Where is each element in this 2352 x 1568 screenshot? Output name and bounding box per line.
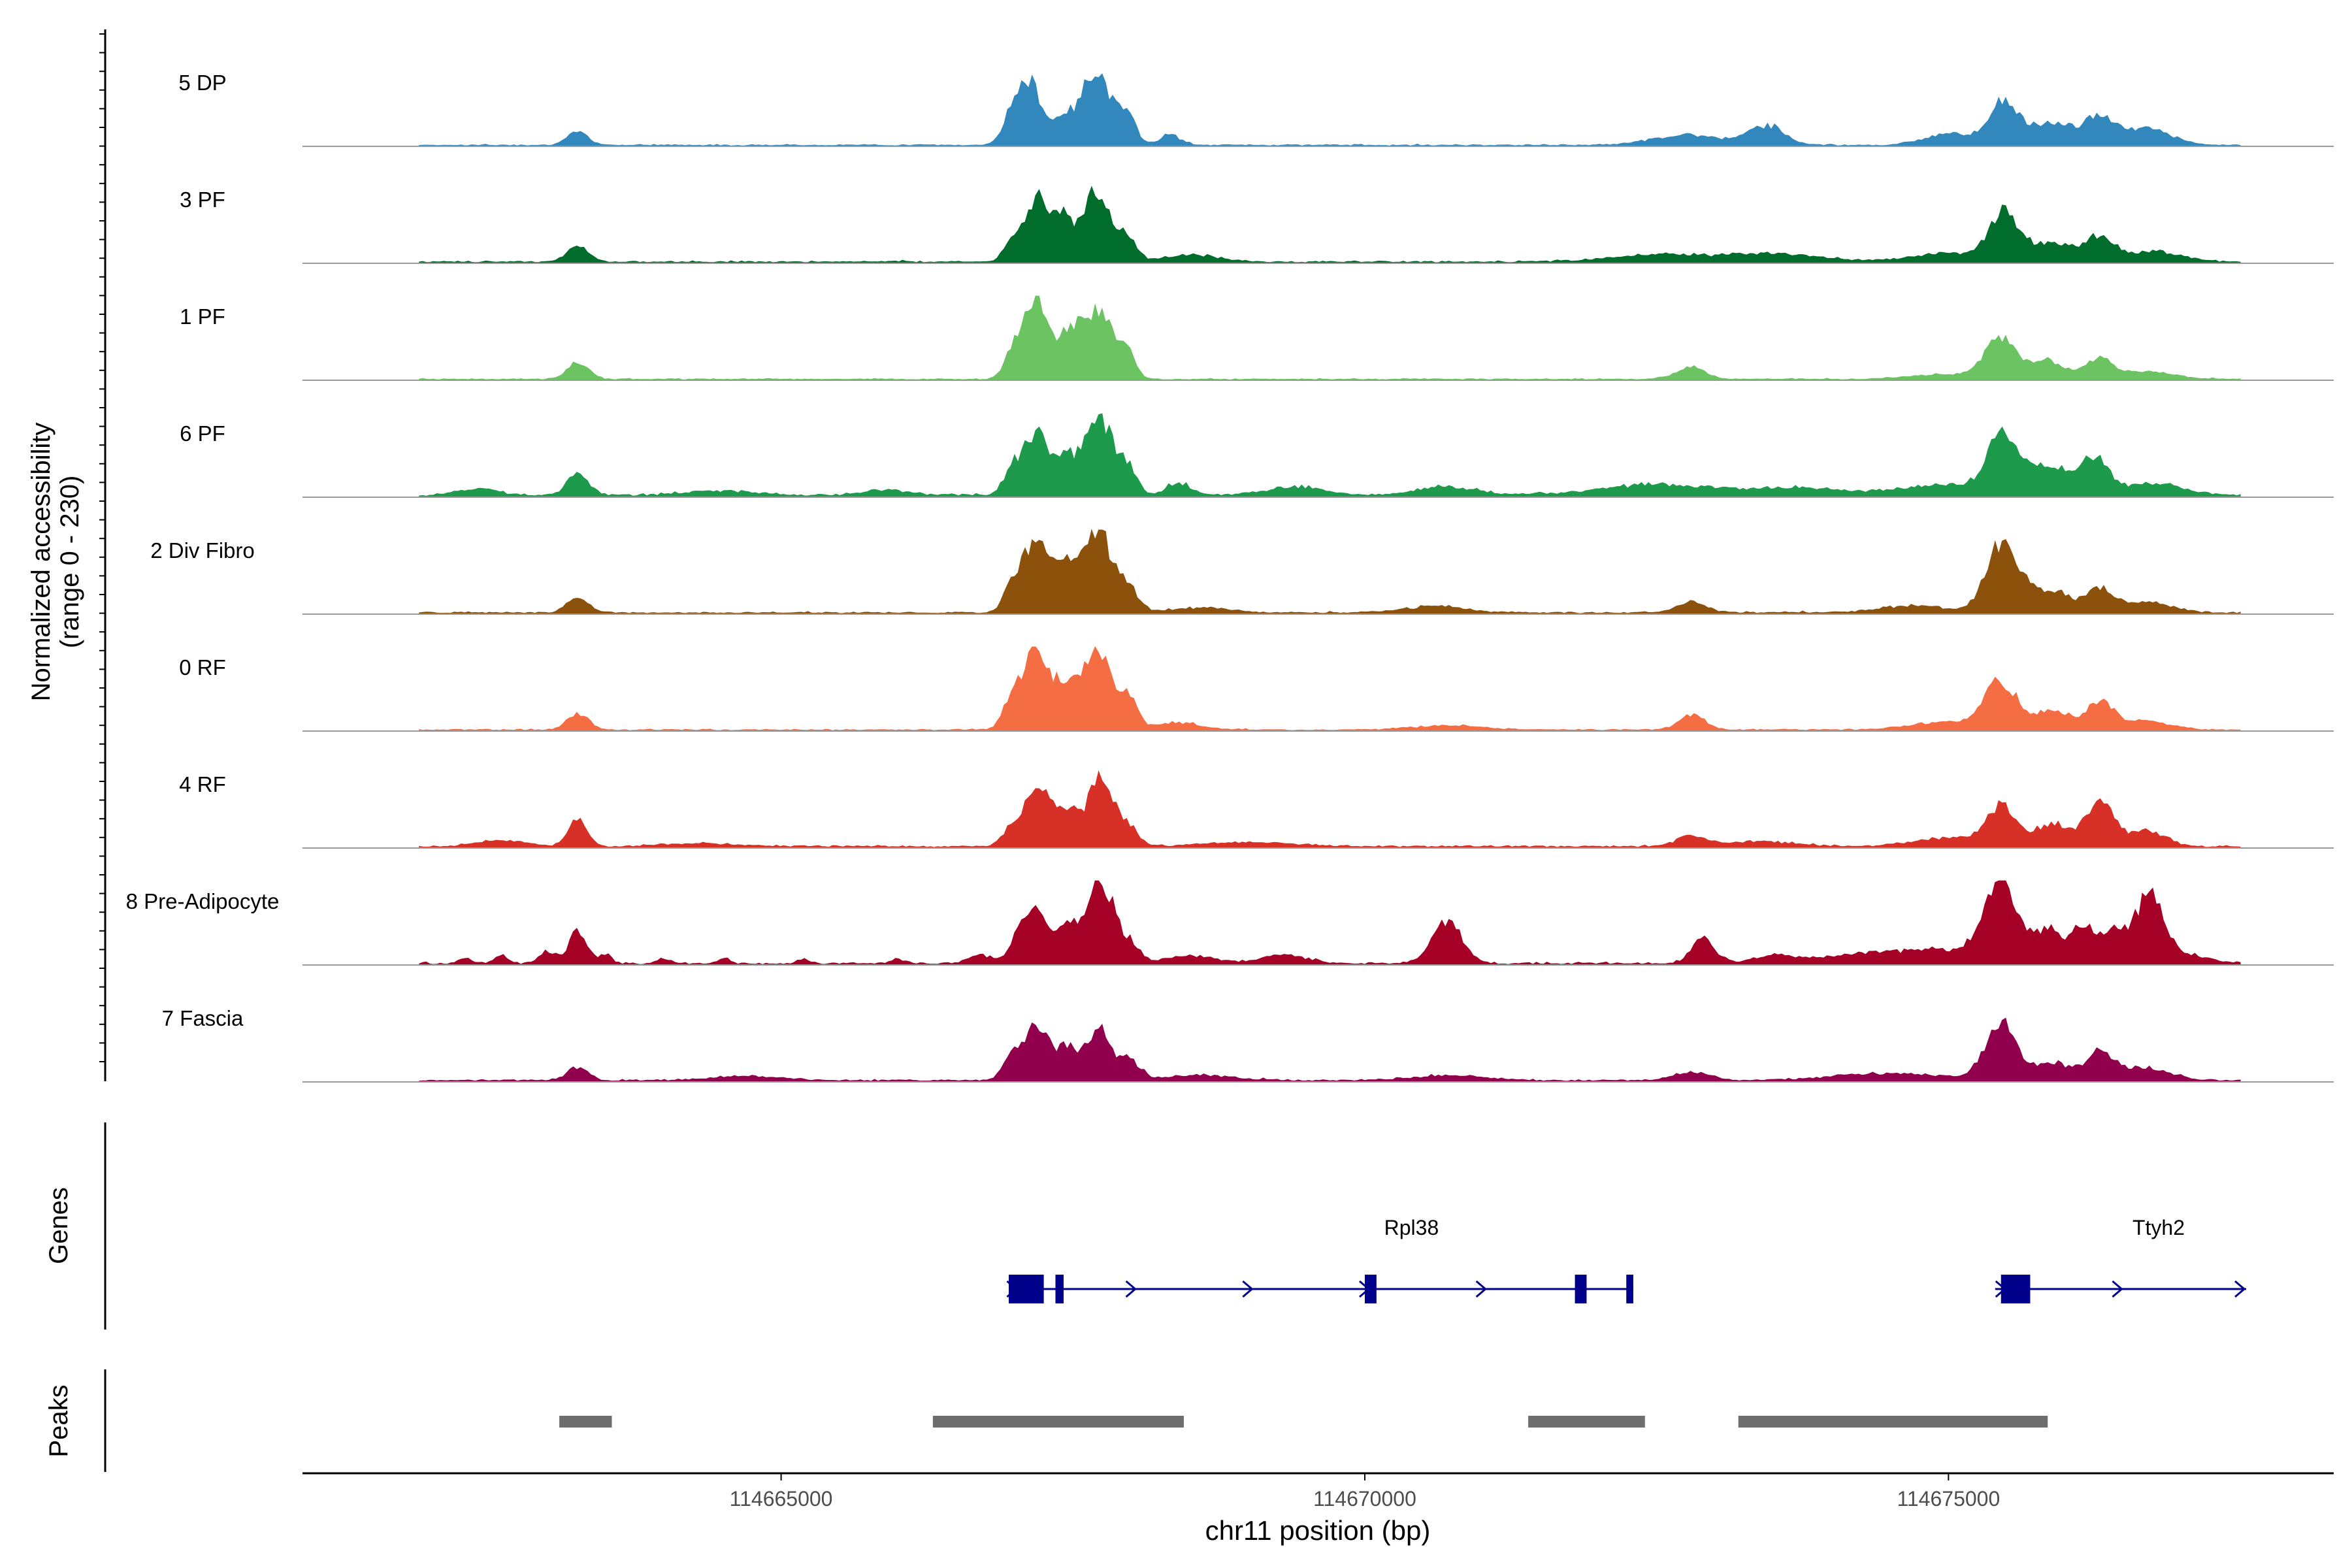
gene-exon bbox=[1575, 1275, 1587, 1303]
strand-arrow bbox=[2112, 1280, 2123, 1298]
y-axis-title: Normalized accessibility (range 0 - 230) bbox=[27, 423, 84, 702]
gene-label: Ttyh2 bbox=[2132, 1216, 2185, 1239]
coverage-area bbox=[419, 770, 2241, 849]
gene-model: Ttyh2 bbox=[1995, 1216, 2246, 1303]
coverage-y-ticks bbox=[99, 33, 105, 1062]
track-label: 6 PF bbox=[180, 421, 225, 446]
strand-arrow bbox=[1475, 1280, 1487, 1298]
coverage-track: 7 Fascia bbox=[162, 1006, 2334, 1083]
gene-label: Rpl38 bbox=[1384, 1216, 1439, 1239]
peaks-panel-title: Peaks bbox=[44, 1384, 73, 1457]
x-tick-label: 114675000 bbox=[1897, 1487, 2000, 1511]
coverage-track: 8 Pre-Adipocyte bbox=[126, 880, 2334, 966]
coverage-area bbox=[419, 529, 2241, 615]
track-label: 8 Pre-Adipocyte bbox=[126, 889, 280, 913]
coverage-area bbox=[419, 186, 2241, 264]
peak-region bbox=[932, 1416, 1184, 1428]
strand-arrow bbox=[1358, 1280, 1371, 1298]
track-label: 7 Fascia bbox=[162, 1006, 244, 1030]
peaks-panel: Peaks bbox=[44, 1369, 2048, 1472]
coverage-area bbox=[419, 880, 2241, 966]
strand-arrow bbox=[1242, 1280, 1254, 1298]
gene-exon bbox=[1364, 1275, 1377, 1303]
x-tick-label: 114670000 bbox=[1313, 1487, 1416, 1511]
peak-region bbox=[1738, 1416, 2048, 1428]
track-label: 5 DP bbox=[178, 71, 226, 95]
coverage-area bbox=[419, 1017, 2241, 1083]
gene-exon bbox=[1009, 1275, 1044, 1303]
track-label: 0 RF bbox=[179, 655, 226, 679]
y-axis-title-line2: (range 0 - 230) bbox=[56, 476, 84, 649]
track-label: 3 PF bbox=[180, 188, 225, 212]
gene-model: Rpl38 bbox=[1006, 1216, 1633, 1303]
peak-region bbox=[1528, 1416, 1645, 1428]
coverage-track: 1 PF bbox=[180, 295, 2334, 381]
y-axis-title-line1: Normalized accessibility bbox=[27, 423, 56, 702]
coverage-area bbox=[419, 413, 2241, 498]
track-label: 4 RF bbox=[179, 772, 226, 796]
genes-panel-title: Genes bbox=[44, 1187, 73, 1264]
x-axis: 114665000 114670000 114675000 chr11 positi… bbox=[302, 1472, 2334, 1546]
gene-exon bbox=[1055, 1275, 1064, 1303]
x-axis-title: chr11 position (bp) bbox=[1205, 1515, 1431, 1546]
gene-models: Rpl38 Ttyh2 bbox=[1006, 1216, 2246, 1303]
coverage-track: 4 RF bbox=[179, 770, 2334, 849]
coverage-track: 0 RF bbox=[179, 645, 2334, 732]
track-label: 1 PF bbox=[180, 304, 225, 329]
strand-arrow bbox=[1006, 1280, 1018, 1298]
coverage-track: 6 PF bbox=[180, 413, 2334, 498]
x-tick-label: 114665000 bbox=[730, 1487, 833, 1511]
gene-exon bbox=[1626, 1275, 1633, 1303]
coverage-area bbox=[419, 73, 2241, 147]
strand-arrow bbox=[2234, 1280, 2246, 1298]
coverage-tracks: 5 DP 3 PF 1 PF 6 PF 2 Div Fibro 0 RF 4 RF 8 Pre… bbox=[126, 71, 2334, 1083]
genes-panel: Genes Rpl38 Ttyh2 bbox=[44, 1122, 2246, 1330]
track-label: 2 Div Fibro bbox=[150, 538, 255, 563]
coverage-track: 2 Div Fibro bbox=[150, 529, 2334, 615]
coverage-track: 3 PF bbox=[180, 186, 2334, 264]
strand-arrow bbox=[1125, 1280, 1137, 1298]
peak-region bbox=[559, 1416, 612, 1428]
coverage-area bbox=[419, 645, 2241, 732]
coverage-track: 5 DP bbox=[178, 71, 2334, 147]
peak-regions bbox=[559, 1416, 2048, 1428]
strand-arrow bbox=[1995, 1280, 2007, 1298]
x-axis-ticks: 114665000 114670000 114675000 bbox=[730, 1473, 2000, 1511]
